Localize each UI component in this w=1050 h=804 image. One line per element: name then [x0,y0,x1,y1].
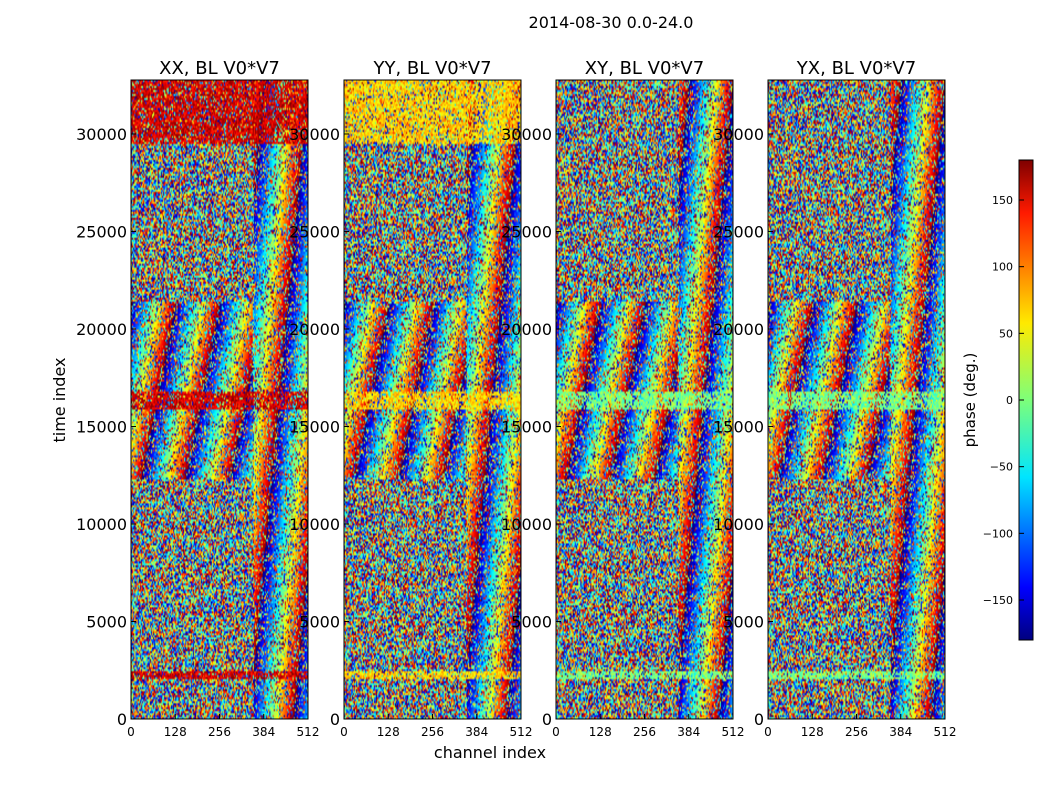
y-tick-label: 0 [330,710,340,729]
x-tick-label: 384 [465,725,488,739]
x-tick-label: 384 [889,725,912,739]
x-tick-label: 0 [764,725,772,739]
x-tick-label: 256 [633,725,656,739]
x-tick-label: 256 [208,725,231,739]
x-tick-label: 256 [421,725,444,739]
colorbar-tick-label: 150 [992,194,1013,207]
y-tick-label: 25000 [501,222,552,241]
panel-0: XX, BL V0*V7 0 128 256 384 512 0 5000 10000 15000… [76,58,319,739]
panel-title-0: XX, BL V0*V7 [159,58,280,79]
x-tick-label: 0 [552,725,560,739]
y-tick-label: 15000 [289,417,340,436]
x-tick-label: 128 [164,725,187,739]
heatmap-image-3 [768,80,945,719]
y-tick-label: 30000 [289,125,340,144]
colorbar-tick-label: −150 [983,594,1013,607]
x-tick-label: 512 [722,725,745,739]
heatmap-image-0 [131,80,308,719]
x-tick-label: 512 [510,725,533,739]
y-tick-label: 30000 [501,125,552,144]
x-tick-label: 384 [677,725,700,739]
y-tick-label: 30000 [713,125,764,144]
y-tick-label: 10000 [289,515,340,534]
y-tick-label: 5000 [86,612,127,631]
panel-title-2: XY, BL V0*V7 [585,58,704,79]
y-tick-label: 0 [754,710,764,729]
y-tick-label: 15000 [713,417,764,436]
x-tick-label: 384 [252,725,275,739]
colorbar-ticks: 150 100 50 0 −50 −100 −150 [983,194,1024,607]
x-axis-label: channel index [434,743,546,762]
panel-3: YX, BL V0*V7 0 128 256 384 512 0 5000 10000 15000… [713,58,956,739]
y-tick-label: 20000 [713,320,764,339]
y-tick-label: 10000 [501,515,552,534]
figure-suptitle: 2014-08-30 0.0-24.0 [529,13,694,32]
heatmap-image-2 [556,80,733,719]
colorbar-label: phase (deg.) [961,353,979,448]
y-tick-label: 20000 [76,320,127,339]
y-tick-label: 25000 [713,222,764,241]
y-axis-label: time index [50,357,69,442]
x-tick-label: 128 [589,725,612,739]
y-tick-label: 20000 [289,320,340,339]
y-tick-label: 5000 [511,612,552,631]
colorbar-tick-label: 50 [999,327,1013,340]
x-tick-label: 256 [845,725,868,739]
y-tick-label: 10000 [713,515,764,534]
panel-1: YY, BL V0*V7 0 128 256 384 512 0 5000 10000 15000… [289,58,532,739]
y-tick-label: 25000 [76,222,127,241]
y-tick-label: 15000 [501,417,552,436]
y-tick-label: 5000 [723,612,764,631]
x-tick-label: 0 [127,725,135,739]
y-tick-label: 0 [117,710,127,729]
x-tick-label: 512 [934,725,957,739]
colorbar-tick-label: −100 [983,527,1013,540]
colorbar-tick-label: −50 [990,461,1013,474]
y-tick-label: 10000 [76,515,127,534]
x-tick-label: 0 [340,725,348,739]
x-tick-label: 128 [801,725,824,739]
y-tick-label: 5000 [299,612,340,631]
panel-title-1: YY, BL V0*V7 [372,58,491,79]
y-tick-label: 15000 [76,417,127,436]
colorbar-tick-label: 0 [1006,394,1013,407]
y-tick-label: 0 [542,710,552,729]
heatmap-image-1 [344,80,521,719]
y-tick-label: 20000 [501,320,552,339]
colorbar-tick-label: 100 [992,261,1013,274]
x-tick-label: 512 [297,725,320,739]
y-tick-label: 30000 [76,125,127,144]
panel-2: XY, BL V0*V7 0 128 256 384 512 0 5000 10000 15000… [501,58,744,739]
colorbar: 150 100 50 0 −50 −100 −150 phase (deg.) [961,159,1034,641]
x-tick-label: 128 [377,725,400,739]
y-tick-label: 25000 [289,222,340,241]
panels-group: XX, BL V0*V7 0 128 256 384 512 0 5000 10000 15000… [76,58,956,739]
panel-title-3: YX, BL V0*V7 [796,58,916,79]
